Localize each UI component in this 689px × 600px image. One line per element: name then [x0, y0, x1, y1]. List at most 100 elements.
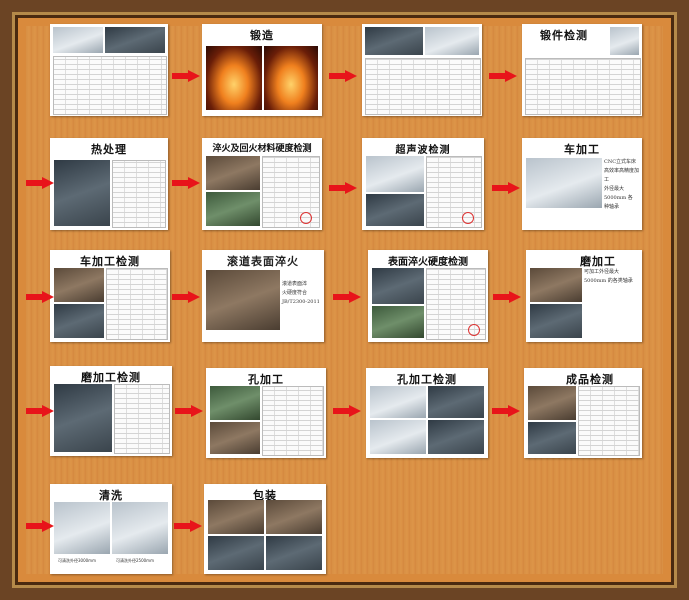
red-seal — [468, 324, 480, 336]
flow-arrow-icon — [489, 70, 517, 82]
packaging-photo — [266, 500, 322, 534]
step-card-final-inspection: 成品检测 — [524, 368, 642, 458]
step-title: 车加工检测 — [80, 255, 140, 268]
flow-arrow-icon — [333, 405, 361, 417]
forging-photo — [206, 46, 262, 110]
step-title: 孔加工检测 — [397, 373, 457, 386]
cleaning-caption-left: 可清洗外径3000mm — [58, 558, 96, 563]
turning-report — [106, 268, 168, 340]
step-title: 超声波检测 — [395, 145, 451, 156]
flow-arrow-icon — [26, 177, 54, 189]
flow-arrow-icon — [329, 70, 357, 82]
hardness-tester-photo — [206, 192, 260, 226]
flow-arrow-icon — [174, 520, 202, 532]
flow-arrow-icon — [26, 520, 54, 532]
grinding-inspection-photo — [54, 384, 112, 452]
inspection-photo — [610, 27, 639, 55]
packaging-photo — [208, 500, 264, 534]
flow-arrow-icon — [333, 291, 361, 303]
turning-inspection-photo — [54, 304, 104, 338]
turning-description: CNC立式车床 高效率高精度加工 外径最大5000mm 各 种轴承 — [604, 159, 640, 210]
step-card-turning-inspection: 车加工检测 — [50, 250, 170, 342]
final-report — [578, 386, 640, 456]
grinding-photo — [530, 268, 582, 302]
step-title: 孔加工 — [248, 373, 284, 386]
step-title: 表面淬火硬度检测 — [388, 257, 468, 268]
step-card-cleaning: 清洗 可清洗外径3000mm 可清洗外径2500mm — [50, 484, 172, 574]
flow-arrow-icon — [493, 291, 521, 303]
drilling-report — [262, 386, 324, 456]
step-card-ultrasonic-inspection: 超声波检测 — [362, 138, 484, 230]
step-title: 成品检测 — [566, 373, 614, 386]
step-card-raceway-quenching: 滚道表面淬火 滚道表面淬 火硬度符合 JB/T2300-2011 — [202, 250, 324, 342]
hardness-test-photo — [206, 156, 260, 190]
step-title: 包装 — [253, 489, 277, 502]
step-card-heat-treatment: 热处理 — [50, 138, 168, 230]
heat-curve-chart — [112, 160, 166, 228]
ultrasonic-photo — [366, 156, 424, 192]
step-title: 滚道表面淬火 — [227, 255, 299, 268]
step-card-raw-material — [50, 24, 168, 116]
step-card-forging-stock — [362, 24, 482, 116]
forging-stock-photo — [425, 27, 479, 55]
cnc-lathe-photo — [526, 158, 602, 208]
step-card-forging: 锻造 — [202, 24, 322, 116]
step-card-hole-inspection: 孔加工检测 — [366, 368, 488, 458]
red-seal — [462, 212, 474, 224]
material-photo — [53, 27, 103, 53]
cleaning-photo — [112, 502, 168, 554]
step-title: 车加工 — [564, 143, 600, 156]
step-title: 淬火及回火材料硬度检测 — [212, 144, 312, 154]
ultrasonic-device-photo — [366, 194, 424, 226]
step-title: 磨加工 — [580, 255, 616, 268]
cleaning-photo — [54, 502, 110, 554]
quenching-description: 滚道表面淬 火硬度符合 JB/T2300-2011 — [282, 281, 320, 305]
step-title: 清洗 — [99, 489, 123, 502]
step-title: 锻造 — [250, 29, 274, 42]
step-card-surface-hardness: 表面淬火硬度检测 — [368, 250, 488, 342]
quenching-photo — [206, 270, 280, 330]
flow-arrow-icon — [172, 177, 200, 189]
flow-arrow-icon — [175, 405, 203, 417]
forging-photo — [264, 46, 318, 110]
inspection-document — [525, 58, 641, 115]
drilling-photo — [210, 422, 260, 454]
step-title: 锻件检测 — [540, 29, 588, 42]
final-inspection-photo — [528, 386, 576, 420]
flow-arrow-icon — [26, 291, 54, 303]
flow-arrow-icon — [492, 405, 520, 417]
grinding-photo — [530, 304, 582, 338]
inspection-document — [365, 58, 481, 115]
material-photo — [105, 27, 165, 53]
flow-arrow-icon — [172, 70, 200, 82]
step-title: 热处理 — [91, 143, 127, 156]
flow-arrow-icon — [492, 182, 520, 194]
turning-inspection-photo — [54, 268, 104, 302]
hole-inspection-photo — [370, 386, 426, 418]
step-card-turning: 车加工 CNC立式车床 高效率高精度加工 外径最大5000mm 各 种轴承 — [522, 138, 642, 230]
grinding-description: 可加工外径最大 5000mm 的各类轴承 — [584, 269, 633, 284]
step-title: 磨加工检测 — [81, 371, 141, 384]
flow-arrow-icon — [329, 182, 357, 194]
flow-arrow-icon — [172, 291, 200, 303]
packaging-photo — [208, 536, 264, 570]
step-card-packaging: 包装 — [204, 484, 326, 574]
hole-inspection-photo — [428, 386, 484, 418]
hole-inspection-photo — [428, 420, 484, 454]
step-card-hole-machining: 孔加工 — [206, 368, 326, 458]
drilling-photo — [210, 386, 260, 420]
step-card-grinding: 磨加工 可加工外径最大 5000mm 的各类轴承 — [526, 250, 642, 342]
hole-inspection-photo — [370, 420, 426, 454]
forging-stock-photo — [365, 27, 423, 55]
hardness-photo — [372, 306, 424, 338]
step-card-hardness-inspection: 淬火及回火材料硬度检测 — [202, 138, 322, 230]
final-inspection-photo — [528, 422, 576, 454]
inspection-document — [53, 56, 167, 115]
step-card-forging-inspection: 锻件检测 — [522, 24, 642, 116]
flow-arrow-icon — [26, 405, 54, 417]
packaging-photo — [266, 536, 322, 570]
step-card-grinding-inspection: 磨加工检测 — [50, 366, 172, 456]
grinding-report — [114, 384, 170, 454]
hardness-photo — [372, 268, 424, 304]
cleaning-caption-right: 可清洗外径2500mm — [116, 558, 154, 563]
